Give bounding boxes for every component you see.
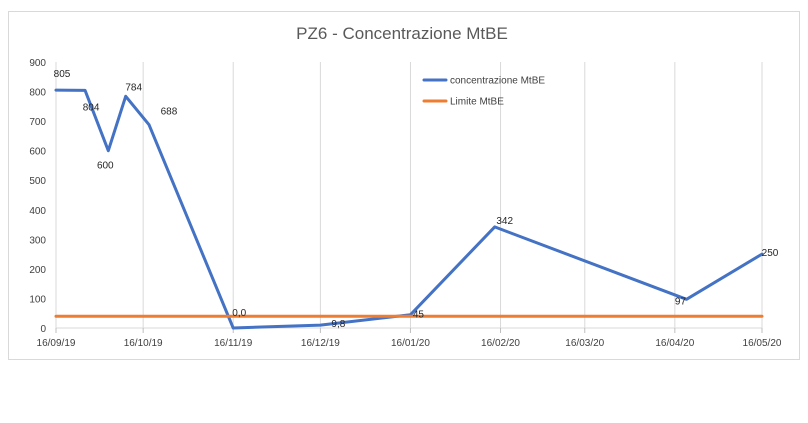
x-tick-label: 16/10/19 [124,338,163,349]
data-label: 804 [83,102,100,113]
y-tick-label: 700 [29,117,46,128]
data-label: 97 [675,296,687,307]
y-axis-ticks: 0 100 200 300 400 500 600 700 800 900 [29,58,46,335]
legend: concentrazione MtBE Limite MtBE [422,76,545,108]
x-tick-label: 16/03/20 [565,338,604,349]
data-label: 9,8 [331,319,345,330]
data-label: 45 [413,310,425,321]
y-tick-label: 600 [29,147,46,158]
y-tick-label: 200 [29,265,46,276]
series-layer [54,88,764,330]
grid [55,62,763,333]
y-tick-label: 0 [40,324,46,335]
data-label: 600 [97,161,114,172]
x-tick-label: 16/11/19 [214,338,253,349]
x-tick-label: 16/02/20 [481,338,520,349]
data-label: 250 [762,248,779,259]
x-axis-ticks: 16/09/19 16/10/19 16/11/19 16/12/19 16/01/20… [37,338,782,349]
y-tick-label: 500 [29,176,46,187]
data-label: 688 [161,107,178,118]
x-tick-label: 16/04/20 [655,338,694,349]
data-label: 784 [125,82,142,93]
x-tick-label: 16/09/19 [37,338,76,349]
x-tick-label: 16/01/20 [391,338,430,349]
chart-frame [8,11,800,360]
y-tick-label: 300 [29,235,46,246]
legend-label: Limite MtBE [450,97,504,108]
y-tick-label: 400 [29,206,46,217]
y-tick-label: 800 [29,88,46,99]
chart-title: PZ6 - Concentrazione MtBE [296,24,508,43]
x-tick-label: 16/05/20 [743,338,782,349]
data-label: 0,0 [232,308,246,319]
data-label: 805 [54,69,71,80]
y-tick-label: 100 [29,294,46,305]
y-tick-label: 900 [29,58,46,69]
series-line-concentrazione [54,88,764,330]
x-tick-label: 16/12/19 [301,338,340,349]
legend-label: concentrazione MtBE [450,76,545,87]
data-labels: 805 804 600 784 688 0,0 9,8 45 342 97 250 [54,69,779,330]
data-label: 342 [496,216,513,227]
